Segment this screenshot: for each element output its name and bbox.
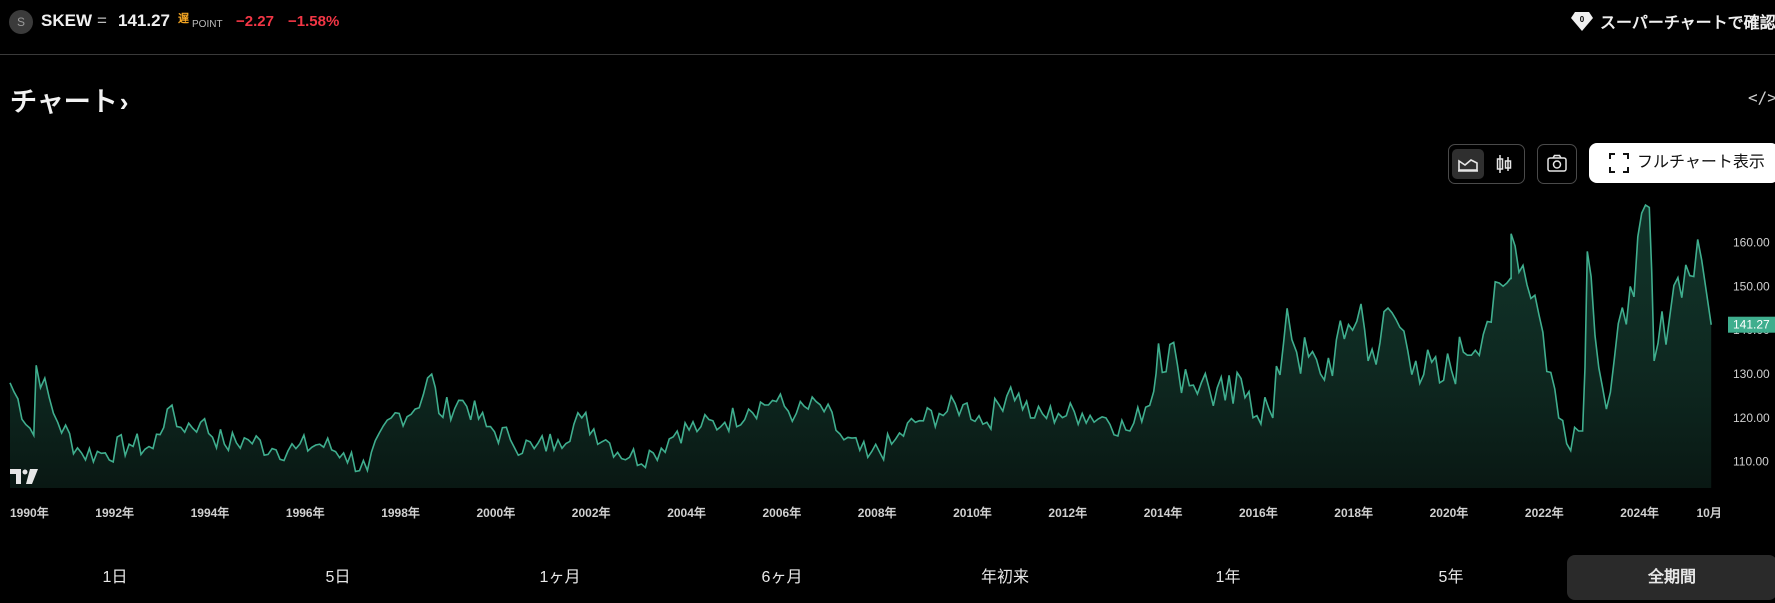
x-tick-label: 1996年: [286, 505, 325, 520]
y-tick-label: 130.00: [1733, 367, 1770, 381]
price-change-percent: −1.58%: [288, 13, 340, 30]
delay-badge: 遅: [178, 13, 189, 25]
range-ytd[interactable]: 年初来: [980, 569, 1029, 586]
price-line: [9, 203, 1712, 474]
fullscreen-icon: [1609, 153, 1629, 173]
x-tick-label: 2024年: [1620, 505, 1659, 520]
diamond-icon: 0: [1570, 10, 1594, 37]
x-tick-label: 10月: [1697, 506, 1722, 520]
range-5y[interactable]: 5年: [1438, 569, 1464, 586]
price-unit: POINT: [192, 19, 223, 30]
symbol-header: S SKEW = 141.27 遅 POINT −2.27 −1.58% 0 ス…: [0, 0, 1775, 55]
x-tick-label: 2004年: [667, 505, 706, 520]
full-chart-label: フルチャート表示: [1637, 154, 1765, 171]
x-tick-label: 1998年: [381, 505, 420, 520]
full-chart-button[interactable]: フルチャート表示: [1589, 143, 1775, 183]
x-tick-label: 2008年: [858, 505, 897, 520]
range-all[interactable]: 全期間: [1567, 555, 1775, 600]
x-tick-label: 2010年: [953, 505, 992, 520]
x-tick-label: 2002年: [572, 505, 611, 520]
x-tick-label: 2020年: [1430, 505, 1469, 520]
area-chart-icon: [1458, 159, 1478, 172]
candlestick-button[interactable]: [1488, 149, 1520, 179]
price-change: −2.27: [236, 13, 274, 30]
y-tick-label: 110.00: [1733, 455, 1769, 469]
range-5d[interactable]: 5日: [325, 569, 351, 586]
chart-type-switch: [1448, 144, 1525, 184]
range-6m[interactable]: 6ヶ月: [761, 569, 803, 586]
range-1m[interactable]: 1ヶ月: [539, 569, 581, 586]
x-tick-label: 2012年: [1048, 505, 1087, 520]
last-price-tag: [1728, 316, 1775, 333]
super-chart-link[interactable]: 0 スーパーチャートで確認: [1570, 9, 1775, 35]
area-chart-button[interactable]: [1452, 149, 1484, 179]
area-fill: [10, 205, 1712, 488]
x-tick-label: 2006年: [763, 505, 802, 520]
super-chart-label: スーパーチャートで確認: [1600, 15, 1775, 32]
last-price-label: 141.27: [1733, 318, 1770, 332]
y-tick-label: 120.00: [1733, 411, 1770, 425]
range-1d[interactable]: 1日: [102, 569, 128, 586]
chart-section-title[interactable]: チャート›: [10, 80, 128, 119]
range-1y[interactable]: 1年: [1215, 569, 1241, 586]
symbol-name[interactable]: SKEW: [41, 11, 92, 30]
x-tick-label: 2022年: [1525, 505, 1564, 520]
x-tick-label: 1992年: [95, 505, 134, 520]
symbol-avatar: S: [9, 10, 33, 34]
snapshot-button[interactable]: [1537, 144, 1577, 184]
x-tick-label: 2014年: [1144, 505, 1183, 520]
symbol-price: 141.27: [118, 11, 170, 30]
y-tick-label: 160.00: [1733, 236, 1770, 250]
chevron-right-icon: ›: [119, 87, 129, 117]
x-tick-label: 2000年: [477, 505, 516, 520]
range-selector: 1日 5日 1ヶ月 6ヶ月 年初来 1年 5年 全期間: [0, 555, 1775, 600]
embed-code-icon[interactable]: </>: [1748, 88, 1775, 107]
x-tick-label: 2016年: [1239, 505, 1278, 520]
svg-text:0: 0: [1580, 15, 1585, 24]
section-title-text: チャート: [10, 87, 118, 117]
x-tick-label: 1994年: [191, 505, 230, 520]
x-tick-label: 2018年: [1334, 505, 1373, 520]
y-tick-label: 150.00: [1733, 279, 1770, 293]
tradingview-logo: [10, 467, 42, 490]
camera-icon: [1547, 154, 1567, 172]
candlestick-icon: [1496, 155, 1512, 173]
symbol-equals: =: [97, 11, 107, 30]
x-tick-label: 1990年: [10, 505, 49, 520]
